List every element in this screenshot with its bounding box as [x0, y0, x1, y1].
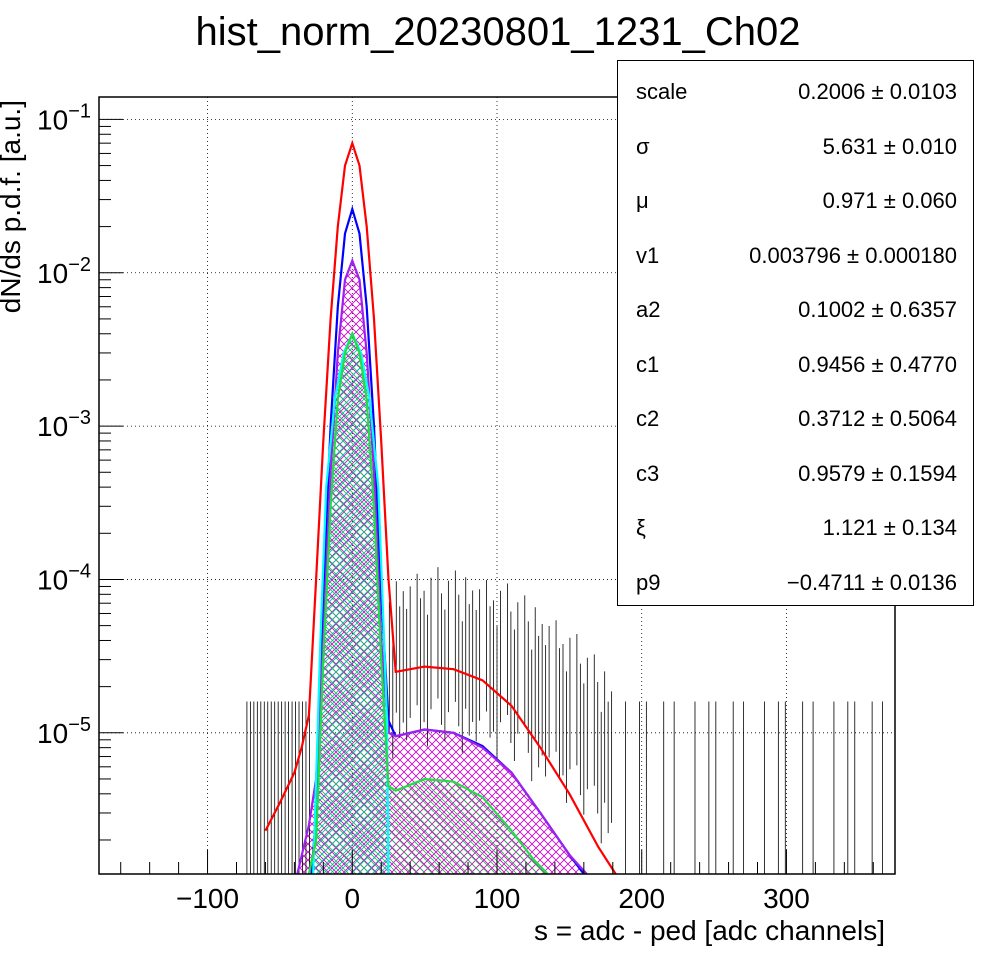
fill-area-4	[308, 333, 548, 874]
fit-curves	[264, 139, 617, 875]
x-tick-labels: −100 0 100 200 300	[176, 883, 810, 914]
chart-title: hist_norm_20230801_1231_Ch02	[195, 10, 801, 54]
x-tick-label: 100	[474, 883, 521, 914]
stat-value: 0.9579 ± 0.1594	[798, 460, 957, 486]
stat-name: c1	[636, 351, 660, 377]
stat-value: 0.3712 ± 0.5064	[798, 406, 957, 431]
x-tick-label: 200	[618, 883, 665, 914]
x-tick-label: 0	[344, 883, 360, 914]
x-axis-title: s = adc - ped [adc channels]	[534, 915, 885, 946]
x-tick-label: −100	[176, 883, 239, 914]
fit-curve-0	[264, 139, 617, 875]
histogram-error-bars	[246, 567, 883, 874]
y-tick-label: 10−5	[37, 714, 91, 749]
stat-row: a2 0.1002 ± 0.6357	[618, 297, 973, 327]
fit-curve-4	[307, 330, 549, 875]
stat-name: c2	[636, 406, 660, 431]
axis-ticks	[99, 118, 874, 874]
y-tick-labels: 10−1 10−2 10−3 10−4 10−5	[37, 100, 91, 748]
stat-name: v1	[636, 242, 660, 268]
stat-value: 0.2006 ± 0.0103	[798, 79, 957, 104]
stat-value: 0.1002 ± 0.6357	[798, 297, 957, 322]
stat-row: σ 5.631 ± 0.010	[618, 134, 973, 164]
stat-name: a2	[636, 297, 661, 322]
stat-name: p9	[636, 569, 661, 595]
stat-value: 0.971 ± 0.060	[822, 188, 957, 213]
y-axis-title: dN/ds p.d.f. [a.u.]	[0, 100, 26, 313]
y-tick-label: 10−1	[37, 100, 91, 135]
y-tick-label: 10−2	[37, 254, 91, 289]
stat-name: c3	[636, 460, 660, 486]
stat-name: ξ	[636, 515, 646, 540]
stat-name: scale	[636, 79, 688, 104]
stat-value: 1.121 ± 0.134	[822, 515, 957, 540]
stat-row: scale 0.2006 ± 0.0103	[618, 79, 973, 109]
fill-areas	[297, 260, 587, 875]
fit-parameters-box: scale 0.2006 ± 0.0103 σ 5.631 ± 0.010 μ 0.971…	[617, 60, 974, 606]
stat-value: 5.631 ± 0.010	[822, 133, 957, 159]
stat-value: 0.003796 ± 0.000180	[749, 242, 957, 268]
y-tick-label: 10−3	[37, 407, 91, 442]
stat-name: μ	[636, 188, 649, 213]
stat-row: c3 0.9579 ± 0.1594	[618, 461, 973, 491]
stat-row: ξ 1.121 ± 0.134	[618, 515, 973, 545]
fit-curve-2	[296, 257, 588, 875]
stat-value: 0.9456 ± 0.4770	[798, 351, 957, 377]
stat-name: σ	[636, 133, 650, 159]
stat-row: μ 0.971 ± 0.060	[618, 188, 973, 218]
stat-row: c1 0.9456 ± 0.4770	[618, 352, 973, 382]
stat-row: c2 0.3712 ± 0.5064	[618, 406, 973, 436]
y-tick-label: 10−4	[37, 560, 91, 595]
x-tick-label: 300	[763, 883, 810, 914]
stat-row: p9 −0.4711 ± 0.0136	[618, 570, 973, 600]
stat-row: v1 0.003796 ± 0.000180	[618, 243, 973, 273]
stat-value: −0.4711 ± 0.0136	[786, 569, 957, 595]
